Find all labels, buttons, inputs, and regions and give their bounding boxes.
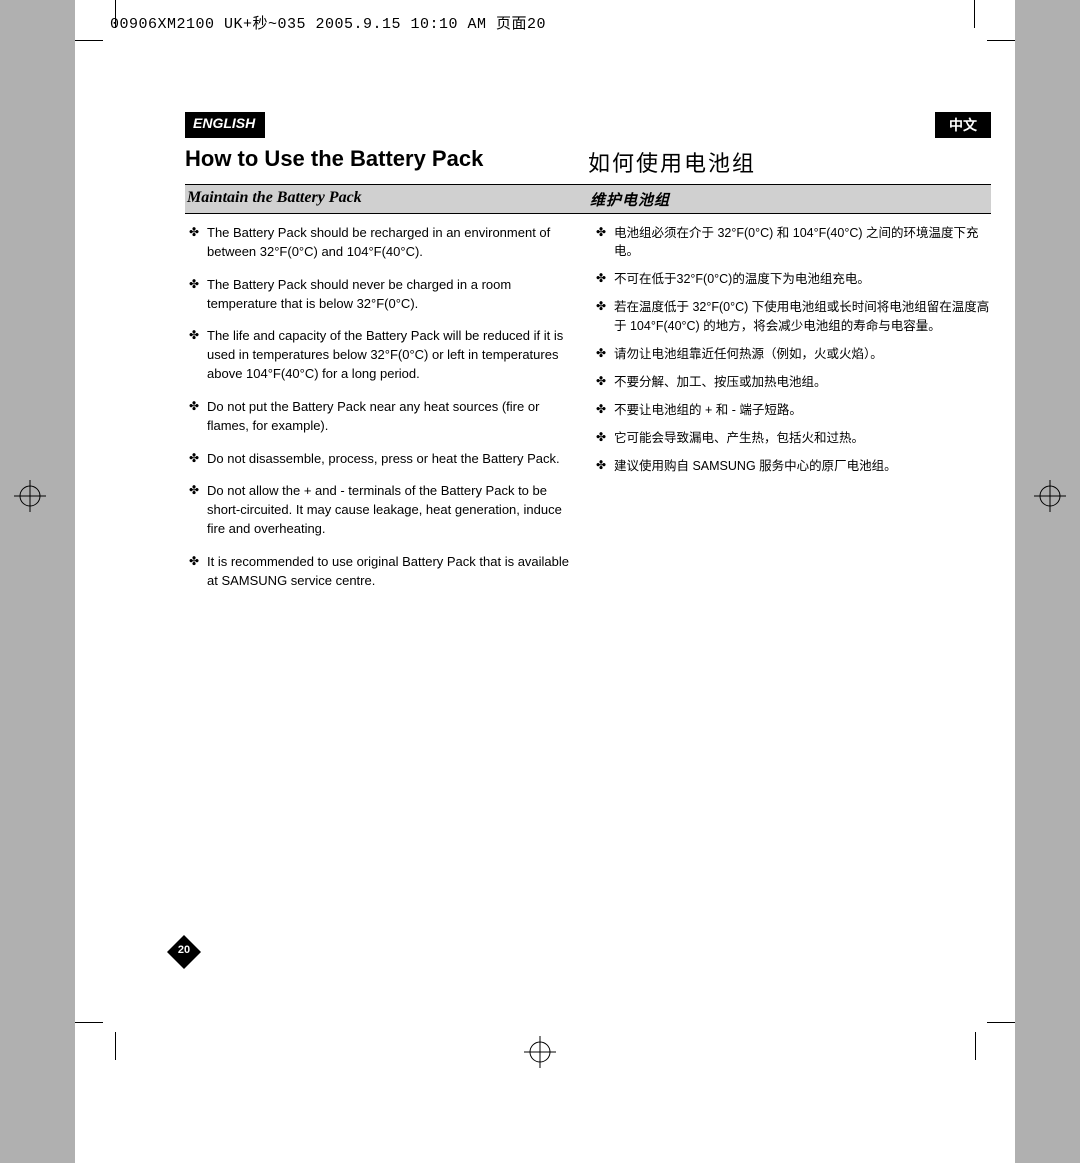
list-item: Do not put the Battery Pack near any hea… bbox=[185, 398, 578, 436]
crop-mark bbox=[975, 1032, 976, 1060]
list-item: 不可在低于32°F(0°C)的温度下为电池组充电。 bbox=[592, 270, 991, 288]
crop-mark bbox=[75, 40, 103, 41]
list-item: 请勿让电池组靠近任何热源（例如，火或火焰）。 bbox=[592, 345, 991, 363]
bullet-list-chinese: 电池组必须在介于 32°F(0°C) 和 104°F(40°C) 之间的环境温度… bbox=[592, 224, 991, 475]
title-chinese: 如何使用电池组 bbox=[588, 146, 991, 178]
body-column-english: The Battery Pack should be recharged in … bbox=[185, 224, 588, 605]
registration-mark-icon bbox=[524, 1036, 556, 1068]
subtitle-row: Maintain the Battery Pack 维护电池组 bbox=[185, 184, 991, 214]
crop-mark bbox=[115, 0, 116, 28]
list-item: 电池组必须在介于 32°F(0°C) 和 104°F(40°C) 之间的环境温度… bbox=[592, 224, 991, 260]
body-row: The Battery Pack should be recharged in … bbox=[185, 224, 991, 605]
list-item: 不要分解、加工、按压或加热电池组。 bbox=[592, 373, 991, 391]
list-item: 若在温度低于 32°F(0°C) 下使用电池组或长时间将电池组留在温度高于 10… bbox=[592, 298, 991, 334]
lang-badge-chinese: 中文 bbox=[935, 112, 991, 138]
crop-mark bbox=[987, 1022, 1015, 1023]
crop-mark bbox=[987, 40, 1015, 41]
page-number-badge: 20 bbox=[167, 935, 201, 969]
title-english: How to Use the Battery Pack bbox=[185, 146, 588, 172]
registration-mark-icon bbox=[1034, 480, 1066, 512]
bullet-list-english: The Battery Pack should be recharged in … bbox=[185, 224, 578, 591]
page: 00906XM2100 UK+秒~035 2005.9.15 10:10 AM … bbox=[75, 0, 1015, 1163]
print-header: 00906XM2100 UK+秒~035 2005.9.15 10:10 AM … bbox=[110, 12, 546, 33]
content-area: ENGLISH 中文 How to Use the Battery Pack 如… bbox=[185, 112, 991, 605]
body-column-chinese: 电池组必须在介于 32°F(0°C) 和 104°F(40°C) 之间的环境温度… bbox=[588, 224, 991, 605]
subtitle-chinese: 维护电池组 bbox=[590, 192, 670, 209]
list-item: Do not allow the + and - terminals of th… bbox=[185, 482, 578, 539]
list-item: Do not disassemble, process, press or he… bbox=[185, 450, 578, 469]
registration-mark-icon bbox=[14, 480, 46, 512]
crop-mark bbox=[974, 0, 975, 28]
subtitle-english: Maintain the Battery Pack bbox=[187, 189, 362, 206]
lang-badge-english: ENGLISH bbox=[185, 112, 265, 138]
crop-mark bbox=[75, 1022, 103, 1023]
list-item: The life and capacity of the Battery Pac… bbox=[185, 327, 578, 384]
language-row: ENGLISH 中文 bbox=[185, 112, 991, 138]
crop-mark bbox=[115, 1032, 116, 1060]
list-item: 它可能会导致漏电、产生热，包括火和过热。 bbox=[592, 429, 991, 447]
title-row: How to Use the Battery Pack 如何使用电池组 bbox=[185, 146, 991, 178]
list-item: 建议使用购自 SAMSUNG 服务中心的原厂电池组。 bbox=[592, 457, 991, 475]
page-number: 20 bbox=[167, 944, 201, 956]
list-item: 不要让电池组的 + 和 - 端子短路。 bbox=[592, 401, 991, 419]
list-item: The Battery Pack should be recharged in … bbox=[185, 224, 578, 262]
list-item: It is recommended to use original Batter… bbox=[185, 553, 578, 591]
list-item: The Battery Pack should never be charged… bbox=[185, 276, 578, 314]
